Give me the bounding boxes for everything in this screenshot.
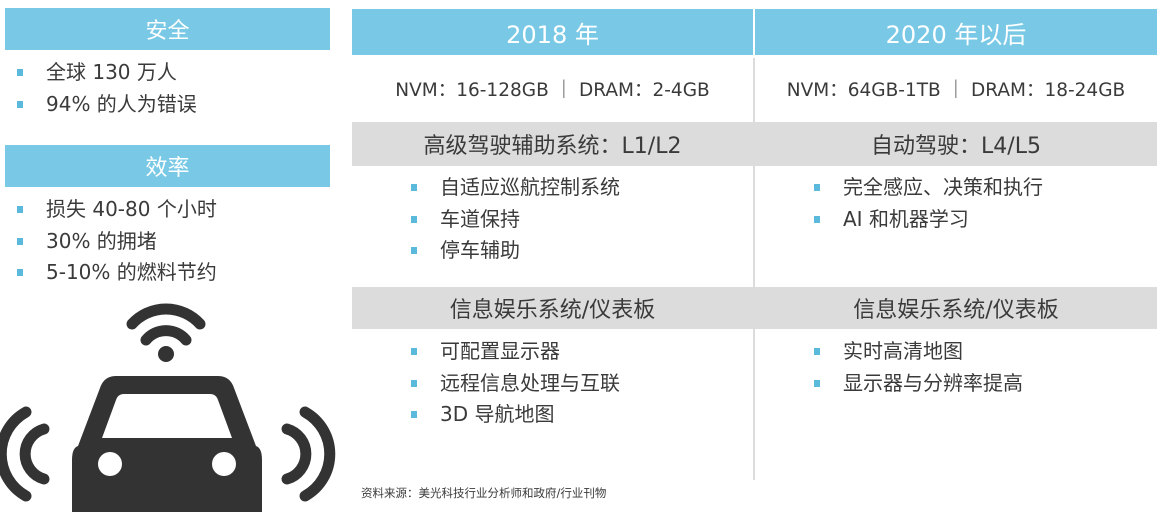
list-item: 30% 的拥堵 bbox=[17, 226, 217, 258]
adas-header-2018: 高级驾驶辅助系统：L1/L2 bbox=[352, 122, 753, 166]
efficiency-header: 效率 bbox=[5, 145, 330, 187]
infotainment-title-2020: 信息娱乐系统/仪表板 bbox=[853, 298, 1059, 323]
infotainment-list-2018: 可配置显示器 远程信息处理与互联 3D 导航地图 bbox=[411, 336, 620, 431]
safety-title: 安全 bbox=[145, 19, 190, 44]
list-item: 停车辅助 bbox=[411, 235, 620, 267]
efficiency-list: 损失 40-80 个小时 30% 的拥堵 5-10% 的燃料节约 bbox=[17, 194, 217, 289]
column-divider bbox=[753, 58, 755, 480]
memory-spec-2018: NVM：16-128GB ｜ DRAM：2-4GB bbox=[395, 80, 710, 101]
list-item: 远程信息处理与互联 bbox=[411, 368, 620, 400]
year-2018-header: 2018 年 bbox=[352, 9, 753, 55]
list-item: 全球 130 万人 bbox=[17, 57, 197, 89]
list-item: 可配置显示器 bbox=[411, 336, 620, 368]
adas-header-2020: 自动驾驶：L4/L5 bbox=[755, 122, 1157, 166]
adas-title-2018: 高级驾驶辅助系统：L1/L2 bbox=[423, 134, 682, 159]
list-item: 5-10% 的燃料节约 bbox=[17, 257, 217, 289]
list-item: 实时高清地图 bbox=[814, 336, 1023, 368]
list-item: 自适应巡航控制系统 bbox=[411, 172, 620, 204]
infotainment-list-2020: 实时高清地图 显示器与分辨率提高 bbox=[814, 336, 1023, 399]
safety-list: 全球 130 万人 94% 的人为错误 bbox=[17, 57, 197, 120]
efficiency-title: 效率 bbox=[145, 156, 190, 181]
list-item: 完全感应、决策和执行 bbox=[814, 172, 1043, 204]
list-item: 车道保持 bbox=[411, 204, 620, 236]
list-item: AI 和机器学习 bbox=[814, 204, 1043, 236]
connected-car-icon bbox=[0, 303, 336, 512]
source-note: 资料来源：美光科技行业分析师和政府/行业刊物 bbox=[361, 486, 607, 500]
list-item: 94% 的人为错误 bbox=[17, 89, 197, 121]
infotainment-header-2018: 信息娱乐系统/仪表板 bbox=[352, 287, 753, 329]
year-2018-label: 2018 年 bbox=[506, 20, 599, 49]
list-item: 损失 40-80 个小时 bbox=[17, 194, 217, 226]
year-2020-label: 2020 年以后 bbox=[885, 20, 1027, 49]
list-item: 3D 导航地图 bbox=[411, 399, 620, 431]
adas-list-2020: 完全感应、决策和执行 AI 和机器学习 bbox=[814, 172, 1043, 235]
adas-title-2020: 自动驾驶：L4/L5 bbox=[871, 134, 1041, 159]
infotainment-title-2018: 信息娱乐系统/仪表板 bbox=[449, 298, 656, 323]
list-item: 显示器与分辨率提高 bbox=[814, 368, 1023, 400]
year-2020-header: 2020 年以后 bbox=[755, 9, 1157, 55]
adas-list-2018: 自适应巡航控制系统 车道保持 停车辅助 bbox=[411, 172, 620, 267]
infotainment-header-2020: 信息娱乐系统/仪表板 bbox=[755, 287, 1157, 329]
memory-spec-2020: NVM：64GB-1TB ｜ DRAM：18-24GB bbox=[786, 80, 1126, 101]
safety-header: 安全 bbox=[5, 8, 330, 50]
